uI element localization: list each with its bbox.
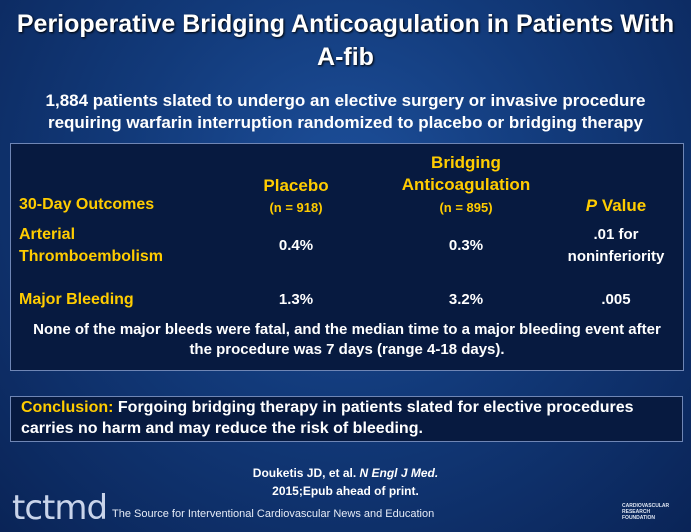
- row-label: Major Bleeding: [19, 291, 134, 308]
- conclusion: Conclusion: Forgoing bridging therapy in…: [10, 396, 683, 442]
- header-placebo: Placebo: [263, 176, 329, 195]
- citation-authors: Douketis JD, et al.: [252, 466, 357, 480]
- header-bridging-n: (n = 895): [439, 200, 493, 215]
- cell: .005: [601, 291, 631, 308]
- foundation-logo: CARDIOVASCULAR RESEARCH FOUNDATION: [622, 503, 670, 521]
- subtitle: 1,884 patients slated to undergo an elec…: [45, 91, 646, 132]
- cell: 0.3%: [448, 237, 484, 254]
- title: Perioperative Bridging Anticoagulation i…: [16, 10, 675, 71]
- citation: Douketis JD, et al. N Engl J Med. 2015;Ep…: [200, 464, 491, 500]
- cell: 3.2%: [448, 291, 484, 308]
- cell: 1.3%: [278, 291, 314, 308]
- table-note: None of the major bleeds were fatal, and…: [33, 321, 661, 358]
- header-placebo-n: (n = 918): [269, 200, 323, 215]
- header-p: P Value: [566, 196, 666, 216]
- cell: 0.4%: [278, 237, 314, 254]
- tagline: The Source for Interventional Cardiovasc…: [112, 508, 435, 520]
- row-label: Arterial Thromboembolism: [19, 226, 164, 265]
- results-table: 30-Day Outcomes Placebo (n = 918) Bridgi…: [10, 143, 684, 371]
- citation-details: 2015;Epub ahead of print.: [272, 484, 419, 498]
- conclusion-text: Forgoing bridging therapy in patients sl…: [21, 399, 634, 437]
- p-italic: P: [585, 196, 598, 215]
- conclusion-label: Conclusion:: [21, 399, 114, 416]
- logo: tctmd: [12, 488, 108, 528]
- header-bridging: Bridging Anticoagulation: [401, 153, 531, 194]
- cell: .01 for noninferiority: [567, 226, 665, 265]
- p-rest: Value: [601, 196, 647, 215]
- header-outcomes: 30-Day Outcomes: [19, 196, 155, 213]
- citation-journal: N Engl J Med.: [359, 466, 439, 480]
